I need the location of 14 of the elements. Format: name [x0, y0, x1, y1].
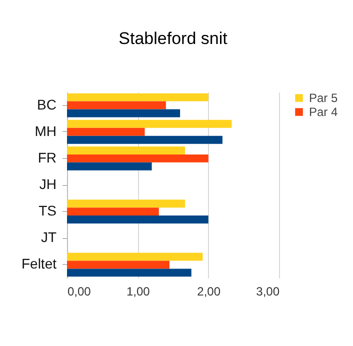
- y-tick-label: BC: [37, 96, 56, 112]
- y-tick-label: MH: [34, 122, 56, 139]
- y-tick-label: TS: [38, 202, 56, 219]
- x-tick-label: 2,00: [197, 284, 221, 298]
- x-tick-label: 0,00: [68, 284, 92, 298]
- legend-label: Par 4: [309, 105, 338, 119]
- y-tick-label: JH: [39, 176, 56, 192]
- x-tick-label: 3,00: [256, 284, 280, 298]
- legend-label: Par 5: [309, 91, 338, 105]
- y-tick-label: FR: [38, 149, 56, 166]
- x-tick-label: 1,00: [126, 284, 150, 298]
- y-tick-label: JT: [40, 229, 57, 246]
- chart-title: Stableford snit: [118, 29, 228, 48]
- y-tick-label: Feltet: [21, 256, 57, 272]
